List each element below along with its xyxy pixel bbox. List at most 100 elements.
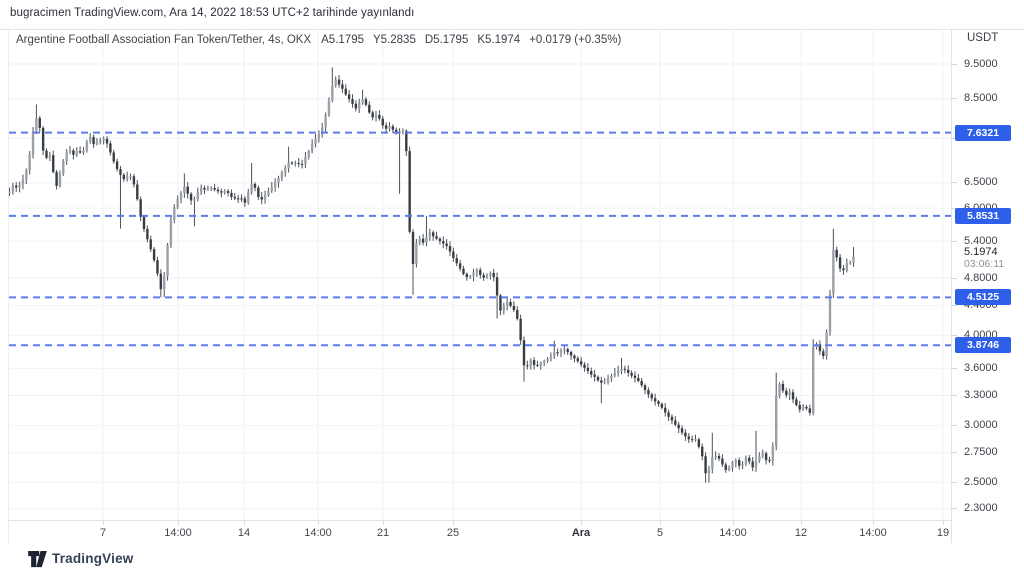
candle-body <box>600 380 603 383</box>
candle-body <box>432 232 435 237</box>
candle-body <box>744 457 748 465</box>
candle-body <box>230 192 233 197</box>
candle-body <box>176 199 179 208</box>
candle-body <box>294 162 297 164</box>
candle-body <box>331 85 334 101</box>
candle-body <box>771 445 775 461</box>
price-tick-label: 5.4000 <box>964 234 998 247</box>
candle-body <box>337 79 341 85</box>
candle-body <box>704 456 707 474</box>
candle-body <box>748 457 751 462</box>
price-tick-mark <box>952 367 957 369</box>
time-tick-label: 25 <box>446 527 460 539</box>
candle-body <box>761 453 764 456</box>
candle-body <box>620 368 623 371</box>
candle-body <box>334 79 337 86</box>
candle-body <box>31 131 35 155</box>
candle-body <box>495 277 499 296</box>
candle-body <box>226 190 230 193</box>
candle-body <box>317 134 321 139</box>
candle-body <box>381 118 384 126</box>
candlestick-canvas[interactable] <box>9 30 951 520</box>
price-tick-mark <box>952 240 957 242</box>
candle-body <box>499 295 502 311</box>
last-price-label: 5.1974 03:06:11 <box>964 246 1004 270</box>
time-tick-mark <box>453 521 454 525</box>
candle-body <box>576 358 579 362</box>
candle-body <box>593 374 596 377</box>
price-tick-label: 2.7500 <box>964 446 998 459</box>
candle-body <box>768 460 771 462</box>
price-chart-pane[interactable]: Argentine Football Association Fan Token… <box>9 30 951 520</box>
candle-body <box>828 293 832 333</box>
candle-body <box>795 399 798 406</box>
candle-body <box>616 370 620 373</box>
candle-body <box>721 458 724 465</box>
candle-body <box>472 272 475 277</box>
candle-body <box>273 182 277 187</box>
candle-body <box>640 380 643 386</box>
time-tick-mark <box>943 521 944 525</box>
candle-body <box>391 126 395 130</box>
candle-body <box>220 191 223 193</box>
candle-body <box>717 455 721 459</box>
candle-body <box>58 173 62 187</box>
candle-body <box>848 262 852 264</box>
price-tick-mark <box>952 452 957 454</box>
candle-body <box>324 115 327 128</box>
candle-body <box>647 389 650 395</box>
candle-body <box>660 403 664 408</box>
candle-body <box>62 160 65 174</box>
candle-body <box>341 84 344 89</box>
candle-body <box>788 392 791 396</box>
tradingview-logo-icon[interactable] <box>28 551 47 568</box>
candle-body <box>664 407 667 413</box>
candle-body <box>650 394 653 399</box>
symbol-title[interactable]: Argentine Football Association Fan Token… <box>16 34 312 46</box>
candle-body <box>559 350 563 353</box>
time-axis[interactable]: 7 14:00 14 14:00 21 25 Ara 5 14:00 12 14:00 19 <box>9 520 951 543</box>
candle-body <box>502 305 506 311</box>
candle-body <box>233 196 237 199</box>
price-tick-label: 2.3000 <box>964 502 998 515</box>
footer: TradingView <box>0 543 1024 576</box>
candle-body <box>354 103 358 109</box>
candle-body <box>300 163 304 165</box>
candle-body <box>684 432 687 437</box>
candle-body <box>657 401 660 404</box>
price-tick-mark <box>952 277 957 279</box>
candle-body <box>630 372 633 376</box>
candle-body <box>125 176 129 180</box>
candle-body <box>714 455 717 458</box>
candle-body <box>253 183 257 188</box>
candle-body <box>48 155 52 158</box>
candle-body <box>304 156 307 165</box>
candle-body <box>845 262 849 271</box>
candle-body <box>15 185 18 188</box>
candle-body <box>395 129 398 134</box>
candle-body <box>199 187 203 192</box>
candle-body <box>462 268 465 274</box>
tradingview-brand[interactable]: TradingView <box>52 551 134 566</box>
candle-body <box>327 100 331 116</box>
price-tick-label: 3.3000 <box>964 389 998 402</box>
candle-body <box>284 168 287 173</box>
candle-body <box>687 436 690 440</box>
candle-body <box>835 249 838 258</box>
candle-body <box>45 150 48 158</box>
candle-body <box>522 340 526 366</box>
candle-body <box>442 241 445 244</box>
candle-body <box>808 408 812 413</box>
price-tick-label: 4.8000 <box>964 271 998 284</box>
candle-body <box>610 375 613 379</box>
candle-body <box>156 260 159 274</box>
candle-body <box>183 186 186 193</box>
price-axis[interactable]: USDT 5.1974 03:06:11 9.50008.50007.50006… <box>951 30 1020 543</box>
publish-header: bugracimen TradingView.com, Ara 14, 2022… <box>0 0 1024 30</box>
candle-body <box>149 239 152 250</box>
candle-body <box>674 420 677 425</box>
candle-body <box>297 162 300 164</box>
time-tick-label: Ara <box>571 527 591 539</box>
candle-body <box>529 360 532 366</box>
candle-body <box>492 272 495 278</box>
